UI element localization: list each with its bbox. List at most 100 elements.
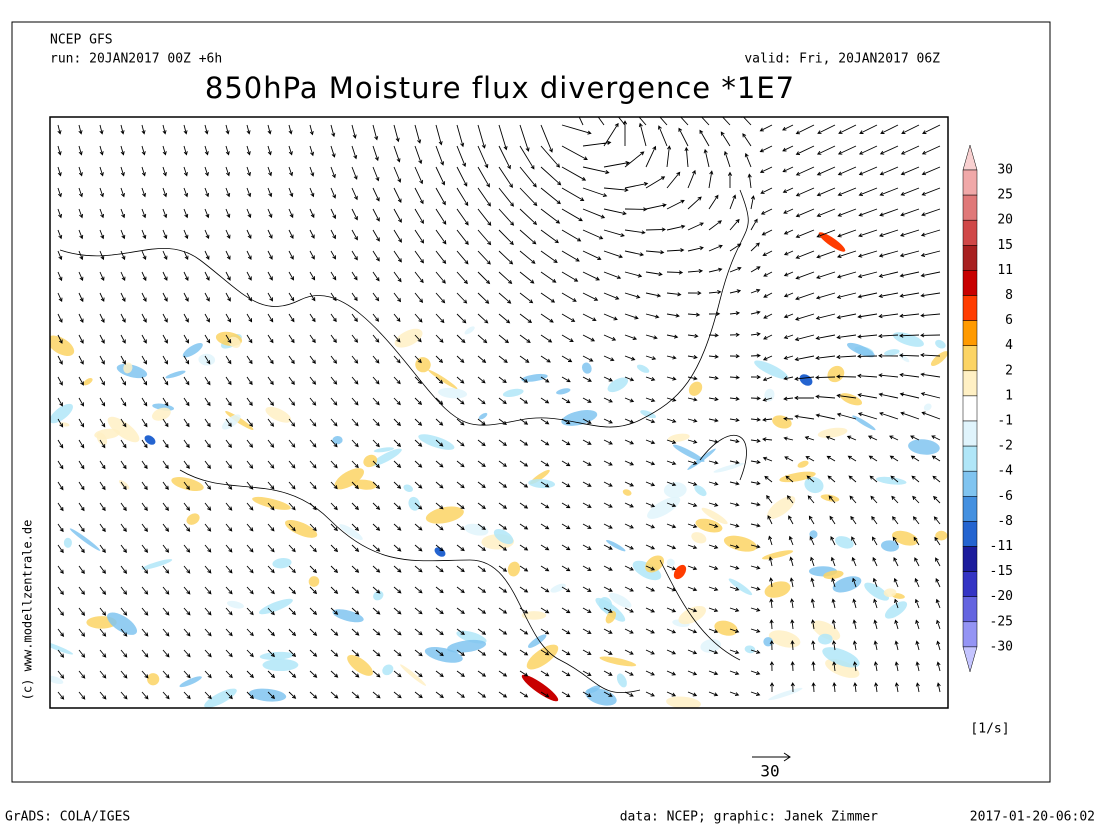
- colorbar-label: -15: [990, 564, 1013, 579]
- colorbar-label: -11: [990, 539, 1013, 554]
- shading-blob: [394, 328, 423, 348]
- shading-blob: [521, 674, 559, 702]
- shading-blob: [107, 612, 138, 635]
- shading-blob: [695, 518, 723, 533]
- shading-blob: [83, 378, 93, 386]
- colorbar-label: -6: [997, 489, 1013, 504]
- shading-blob: [182, 342, 203, 358]
- shading-blob: [817, 633, 833, 645]
- shading-blob: [550, 583, 566, 593]
- colorbar-label: -2: [997, 439, 1013, 454]
- shading-blob: [930, 351, 948, 366]
- shading-blob: [50, 335, 75, 357]
- shading-blob: [373, 590, 384, 601]
- shading-blob: [527, 634, 547, 648]
- shading-blob: [179, 676, 202, 688]
- shading-blob: [526, 644, 559, 670]
- shading-blob: [673, 564, 687, 580]
- shading-blob: [694, 485, 707, 497]
- colorbar-label: 6: [1005, 313, 1013, 328]
- wind-vectors: [57, 117, 941, 700]
- shading-blob: [226, 600, 244, 609]
- shading-blob: [50, 675, 64, 685]
- colorbar-label: 20: [997, 213, 1013, 228]
- colorbar-box: [962, 571, 978, 597]
- colorbar-label: -8: [997, 514, 1013, 529]
- shading-blob: [228, 336, 241, 348]
- shading-blob: [811, 620, 841, 641]
- colorbar-label: -30: [990, 639, 1013, 654]
- shading-blob: [701, 507, 728, 525]
- shading-blob: [363, 454, 378, 468]
- colorbar-label: 8: [1005, 288, 1013, 303]
- colorbar-box: [962, 420, 978, 447]
- shading-blob: [728, 578, 753, 596]
- shading-blob: [96, 432, 108, 446]
- shading-blob: [818, 232, 846, 252]
- plot-frame: [11, 21, 1051, 783]
- shading-blob: [852, 415, 876, 431]
- shading-blob: [645, 555, 665, 573]
- shading-blob: [605, 610, 617, 624]
- shading-blob: [835, 536, 854, 549]
- shading-blob: [265, 406, 292, 423]
- shading-blob: [507, 561, 521, 577]
- shading-blob: [864, 582, 889, 601]
- shading-blob: [606, 539, 626, 552]
- shading-blob: [723, 535, 757, 552]
- shading-blob: [272, 557, 292, 569]
- shading-blob: [607, 377, 629, 393]
- colorbar-box: [962, 470, 978, 497]
- shading-blob: [636, 364, 650, 373]
- map-background: [50, 117, 948, 708]
- shading-blob: [714, 620, 738, 636]
- shading-blob: [809, 530, 818, 539]
- shading-blob: [204, 688, 237, 708]
- colorbar-box: [962, 270, 978, 296]
- shading-blob: [744, 645, 756, 654]
- shading-blob: [880, 540, 900, 552]
- shading-blob: [817, 427, 848, 438]
- colorbar-unit: [1/s]: [970, 722, 1009, 737]
- colorbar-box: [962, 320, 978, 346]
- shading-blob: [502, 388, 524, 398]
- colorbar-box: [962, 219, 978, 246]
- shading-blob: [373, 447, 395, 453]
- shading-blob: [883, 588, 897, 598]
- shading-blob: [598, 597, 613, 612]
- credit: (c) www.modellzentrale.de: [21, 520, 35, 701]
- shading-blob: [284, 519, 318, 538]
- colorbar-label: -1: [997, 414, 1013, 429]
- shading-blob: [822, 647, 860, 668]
- shading-blob: [599, 656, 637, 667]
- colorbar-box: [962, 395, 978, 422]
- colorbar-cap-bottom: [962, 646, 978, 673]
- shading-blob: [332, 609, 364, 623]
- shading-blob: [688, 381, 703, 396]
- shading-blob: [63, 537, 72, 548]
- shading-blob: [556, 388, 571, 395]
- shading-blob: [248, 688, 287, 702]
- shading-blob: [258, 598, 293, 615]
- shading-blob: [663, 482, 687, 498]
- shading-blob: [935, 339, 946, 349]
- shading-blob: [832, 576, 862, 593]
- shading-blob: [767, 495, 796, 519]
- colorbar-box: [962, 295, 978, 321]
- shading-blob: [50, 640, 74, 655]
- colorbar-label: 4: [1005, 338, 1013, 353]
- shading-blob: [152, 407, 171, 421]
- shading-blob: [347, 654, 373, 676]
- shading-blob: [332, 435, 343, 445]
- colorbar-label: 25: [997, 188, 1013, 203]
- coastline: [179, 434, 747, 694]
- map-title: 850hPa Moisture flux divergence *1E7: [205, 71, 795, 105]
- boundary-line: [59, 189, 749, 428]
- shading-blob: [478, 412, 488, 420]
- shading-blob: [493, 529, 514, 545]
- shading-blob: [144, 435, 156, 445]
- colorbar-box: [962, 521, 978, 547]
- shading-blob: [382, 664, 394, 676]
- shading-blob: [691, 532, 707, 544]
- shading-blob: [923, 403, 932, 411]
